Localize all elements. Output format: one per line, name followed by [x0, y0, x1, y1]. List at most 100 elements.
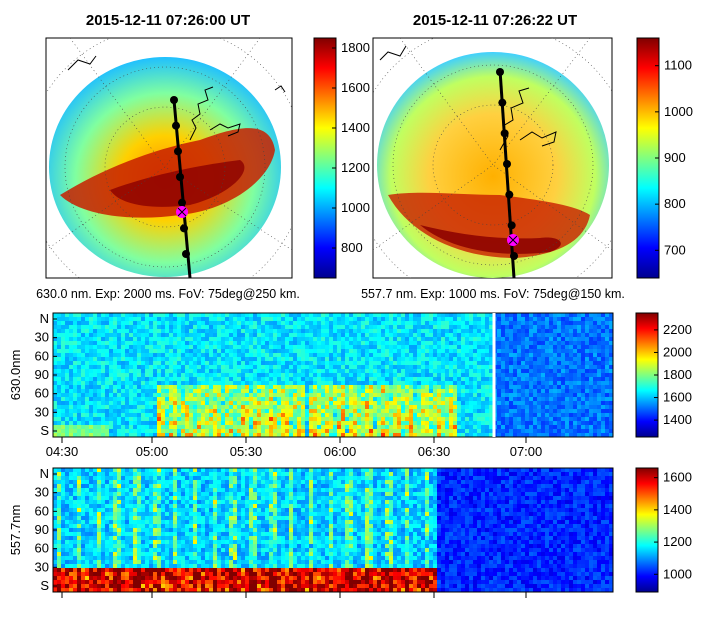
keogram-cell: [373, 377, 378, 382]
keogram-cell: [53, 572, 58, 577]
keogram-cell: [117, 417, 122, 422]
keogram-cell: [469, 393, 474, 398]
keogram-cell: [465, 377, 470, 382]
keogram-cell: [141, 433, 146, 438]
keogram-cell: [505, 425, 510, 430]
keogram-cell: [605, 385, 610, 390]
keogram-cell: [73, 520, 78, 525]
keogram-cell: [201, 405, 206, 410]
keogram-cell: [225, 341, 230, 346]
keogram-cell: [389, 349, 394, 354]
keogram-cell: [301, 345, 306, 350]
keogram-cell: [561, 417, 566, 422]
keogram-cell: [89, 480, 94, 485]
keogram-cell: [541, 405, 546, 410]
keogram-cell: [449, 385, 454, 390]
keogram-cell: [109, 317, 114, 322]
keogram-cell: [549, 357, 554, 362]
keogram-cell: [189, 413, 194, 418]
keogram-cell: [289, 329, 294, 334]
keogram-cell: [561, 373, 566, 378]
keogram-cell: [77, 401, 82, 406]
keogram-cell: [309, 313, 314, 318]
keogram-cell: [389, 369, 394, 374]
keogram-cell: [233, 333, 238, 338]
keogram-cell: [457, 341, 462, 346]
keogram-cell: [401, 337, 406, 342]
keogram-cell: [101, 393, 106, 398]
keogram-cell: [81, 536, 86, 541]
keogram-cell: [605, 433, 610, 438]
keogram-cell: [113, 337, 118, 342]
keogram-cell: [61, 496, 66, 501]
keogram-cell: [557, 397, 562, 402]
keogram-cell: [269, 413, 274, 418]
keogram-cell: [77, 524, 82, 529]
keogram-cell: [73, 417, 78, 422]
keogram-cell: [533, 349, 538, 354]
keogram-cell: [105, 345, 110, 350]
keogram-cell: [345, 337, 350, 342]
keogram-cell: [73, 421, 78, 426]
keogram-cell: [417, 413, 422, 418]
keogram-cell: [453, 385, 458, 390]
keogram-cell: [181, 361, 186, 366]
keogram-cell: [437, 365, 442, 370]
keogram-cell: [385, 361, 390, 366]
keogram-cell: [109, 313, 114, 318]
keogram-cell: [405, 321, 410, 326]
keogram-cell: [373, 405, 378, 410]
keogram-cell: [109, 564, 114, 569]
keogram-cell: [313, 341, 318, 346]
keogram-cell: [101, 357, 106, 362]
keogram-cell: [217, 349, 222, 354]
keogram-cell: [193, 321, 198, 326]
keogram-cell: [469, 313, 474, 318]
keogram-cell: [301, 413, 306, 418]
keogram-cell: [605, 373, 610, 378]
keogram-cell: [121, 540, 126, 545]
keogram-cell: [53, 568, 58, 573]
keogram-cell: [397, 425, 402, 430]
keogram-cell: [309, 381, 314, 386]
keogram-cell: [81, 369, 86, 374]
allsky-630-caption: 630.0 nm. Exp: 2000 ms. FoV: 75deg@250 k…: [36, 287, 300, 301]
keogram-cell: [569, 401, 574, 406]
keogram-cell: [477, 321, 482, 326]
keogram-cell: [225, 337, 230, 342]
keogram-cell: [189, 429, 194, 434]
keogram-cell: [193, 409, 198, 414]
keogram-cell: [573, 313, 578, 318]
keogram-cell: [285, 329, 290, 334]
keogram-cell: [113, 536, 118, 541]
keogram-cell: [205, 313, 210, 318]
keogram-cell: [365, 325, 370, 330]
keogram-cell: [173, 397, 178, 402]
keogram-cell: [253, 377, 258, 382]
keogram-cell: [61, 560, 66, 565]
keogram-cell: [229, 369, 234, 374]
keogram-cell: [61, 357, 66, 362]
keogram-cell: [537, 405, 542, 410]
keogram-cell: [57, 528, 62, 533]
keogram-cell: [193, 421, 198, 426]
keogram-cell: [97, 516, 102, 521]
keogram-cell: [341, 393, 346, 398]
keogram-cell: [297, 421, 302, 426]
keogram-cell: [505, 401, 510, 406]
keogram-cell: [229, 333, 234, 338]
keogram-cell: [301, 369, 306, 374]
keogram-cell: [229, 401, 234, 406]
keogram-cell: [457, 377, 462, 382]
keogram-cell: [113, 329, 118, 334]
keogram-cell: [89, 588, 94, 593]
keogram-cell: [589, 317, 594, 322]
keogram-cell: [77, 520, 82, 525]
keogram-cell: [465, 417, 470, 422]
keogram-cell: [477, 421, 482, 426]
keogram-cell: [593, 357, 598, 362]
keogram-cell: [161, 313, 166, 318]
keogram-cell: [69, 480, 74, 485]
keogram-cell: [313, 337, 318, 342]
keogram-cell: [533, 361, 538, 366]
